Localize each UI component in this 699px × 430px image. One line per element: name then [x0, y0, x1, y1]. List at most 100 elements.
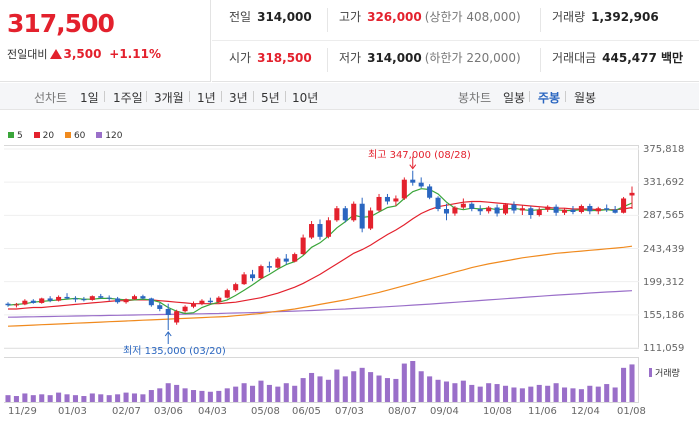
volume-bar — [72, 395, 78, 402]
candle-daily-button[interactable]: 일봉 — [503, 91, 526, 105]
volume-bar — [469, 384, 475, 402]
candle-body — [469, 203, 475, 209]
candle-body — [131, 296, 138, 300]
candle-body — [401, 179, 407, 199]
candle-body — [115, 298, 121, 303]
candle-body — [342, 208, 348, 221]
ma5-line — [7, 188, 633, 315]
x-tick-label: 07/03 — [335, 406, 364, 417]
x-tick-label: 01/03 — [58, 406, 87, 417]
line-chart-title: 선차트 — [34, 91, 68, 105]
candle-body — [241, 274, 247, 285]
candle-body — [452, 207, 458, 214]
current-price: 317,500 — [7, 9, 115, 38]
candle-body — [224, 290, 230, 298]
volume-bar — [89, 393, 95, 402]
volume-bar — [410, 361, 416, 402]
x-tick-label: 11/29 — [8, 406, 37, 417]
y-tick-label: 287,565 — [643, 210, 685, 221]
candle-body — [536, 209, 542, 216]
candle-body — [562, 209, 568, 213]
volume-bar — [418, 371, 424, 402]
candle-body — [140, 296, 146, 299]
quote-col-divider — [327, 48, 328, 72]
legend-label: 60 — [73, 131, 86, 141]
candle-body — [89, 296, 95, 300]
volume-bar — [190, 390, 197, 402]
high-label: 고가 — [339, 10, 362, 24]
toolbar-separator — [189, 91, 190, 102]
candle-body — [148, 298, 154, 306]
candle-body — [266, 266, 272, 268]
chart-toolbar: 선차트 1일 1주일 3개월 1년 3년 5년 10년 봉차트 일봉 주봉 월봉 — [0, 83, 699, 110]
y-tick-label: 243,439 — [643, 244, 685, 255]
x-tick-label: 12/04 — [571, 406, 600, 417]
quote-col-divider — [540, 48, 541, 72]
volume-bar — [393, 378, 399, 402]
candle-body — [72, 298, 78, 300]
volume-bar — [233, 386, 239, 402]
y-tick-label: 199,312 — [643, 277, 685, 288]
period-10y-button[interactable]: 10년 — [292, 91, 319, 105]
open-value: 318,500 — [257, 51, 312, 65]
candle-body — [570, 209, 576, 212]
volume-bar — [325, 379, 331, 402]
period-3y-button[interactable]: 3년 — [229, 91, 248, 105]
x-tick-label: 09/04 — [430, 406, 459, 417]
toolbar-separator — [221, 91, 222, 102]
prev-close: 전일 314,000 — [229, 0, 312, 40]
quote-col-divider — [327, 8, 328, 32]
volume-bar — [250, 385, 256, 402]
candle-weekly-button[interactable]: 주봉 — [538, 91, 561, 105]
toolbar-separator — [253, 91, 254, 102]
volume-bar — [486, 383, 492, 402]
volume-bar — [452, 383, 458, 402]
volume-bar — [562, 387, 568, 402]
toolbar-separator — [146, 91, 147, 102]
volume-bar — [292, 385, 298, 402]
lower-limit: (하한가 220,000) — [424, 51, 521, 65]
legend-swatch — [8, 132, 14, 138]
period-5y-button[interactable]: 5년 — [261, 91, 280, 105]
legend-swatch — [96, 132, 103, 138]
volume-bar — [157, 388, 163, 402]
period-3m-button[interactable]: 3개월 — [154, 91, 184, 105]
candle-body — [553, 206, 559, 213]
candle-body — [250, 274, 256, 279]
candle-body — [216, 297, 222, 303]
volume-bar — [435, 379, 441, 402]
volume-bar — [216, 390, 222, 402]
volume-label: 거래량 — [552, 10, 586, 24]
volume-bar — [165, 383, 171, 402]
candle-body — [123, 299, 129, 303]
change-label: 전일대비 — [7, 48, 48, 61]
volume-bar — [30, 395, 36, 402]
quote-row-divider — [212, 40, 699, 41]
candle-body — [81, 299, 87, 301]
toolbar-separator — [104, 91, 105, 102]
candle-body — [595, 208, 601, 212]
period-1y-button[interactable]: 1년 — [197, 91, 216, 105]
candle-body — [494, 207, 500, 214]
candle-body — [427, 186, 433, 198]
volume-chart-frame — [4, 357, 639, 403]
candle-body — [621, 198, 627, 213]
volume-bar — [342, 376, 348, 402]
candle-body — [39, 298, 45, 303]
y-tick-label: 331,692 — [643, 177, 685, 188]
change-value: 3,500 — [63, 47, 102, 61]
volume-bar — [56, 392, 62, 402]
candle-body — [376, 196, 382, 211]
candle-monthly-button[interactable]: 월봉 — [574, 91, 597, 105]
volume-bar — [578, 389, 584, 402]
volume-bar — [199, 390, 205, 402]
period-1d-button[interactable]: 1일 — [80, 91, 99, 105]
candle-body — [292, 254, 298, 262]
candle-body — [64, 296, 70, 299]
candle-body — [587, 205, 593, 212]
candle-body — [106, 297, 112, 299]
period-1w-button[interactable]: 1주일 — [113, 91, 143, 105]
candle-body — [511, 204, 517, 211]
volume-bar — [258, 380, 264, 402]
candle-body — [317, 224, 323, 237]
